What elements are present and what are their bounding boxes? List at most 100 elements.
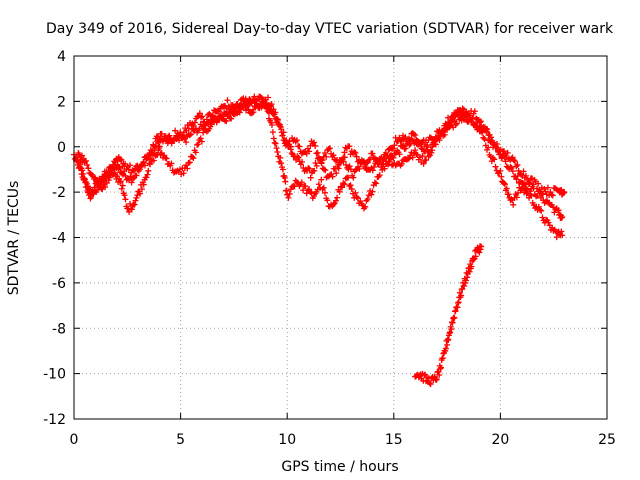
data-point (364, 159, 371, 166)
data-point (451, 314, 458, 321)
data-point (85, 165, 92, 172)
data-point (294, 153, 301, 160)
data-point (131, 201, 138, 208)
data-point (145, 167, 152, 174)
data-point (551, 209, 558, 216)
data-point (549, 192, 556, 199)
data-point (502, 158, 509, 165)
data-point (325, 146, 332, 153)
data-point (503, 185, 510, 192)
data-point (148, 149, 155, 156)
data-point (426, 380, 433, 387)
data-point (224, 97, 231, 104)
data-point (276, 123, 283, 130)
data-point (509, 154, 516, 161)
data-point (334, 194, 341, 201)
data-point (536, 206, 543, 213)
data-point (424, 142, 431, 149)
data-point (447, 329, 454, 336)
x-tick-label: 10 (278, 432, 296, 448)
data-point (180, 170, 187, 177)
y-tick-label: -4 (52, 231, 66, 247)
data-point (548, 191, 555, 198)
data-point (497, 167, 504, 174)
data-point (195, 141, 202, 148)
data-point (396, 151, 403, 158)
data-point (329, 173, 336, 180)
data-point (468, 263, 475, 270)
data-point (122, 196, 129, 203)
data-point (78, 171, 85, 178)
data-point (342, 161, 349, 168)
data-point (209, 112, 216, 119)
data-point (387, 156, 394, 163)
data-point (491, 156, 498, 163)
data-point (277, 154, 284, 161)
data-point (487, 139, 494, 146)
data-marks (71, 93, 568, 388)
data-point (102, 184, 109, 191)
data-point (140, 159, 147, 166)
data-point (528, 192, 535, 199)
data-point (410, 131, 417, 138)
data-point (101, 171, 108, 178)
data-point (274, 149, 281, 156)
data-point (288, 150, 295, 157)
data-point (442, 345, 449, 352)
y-axis-title: SDTVAR / TECUs (6, 181, 22, 296)
data-point (379, 161, 386, 168)
data-point (492, 163, 499, 170)
data-point (402, 134, 409, 141)
data-point (442, 120, 449, 127)
data-point (352, 149, 359, 156)
x-tick-label: 5 (176, 432, 185, 448)
data-point (128, 206, 135, 213)
data-point (320, 184, 327, 191)
data-point (311, 139, 318, 146)
data-point (512, 158, 519, 165)
data-point (80, 176, 87, 183)
data-point (323, 153, 330, 160)
data-point (93, 180, 100, 187)
data-point (313, 162, 320, 169)
data-point (150, 157, 157, 164)
data-point (459, 105, 466, 112)
data-point (504, 149, 511, 156)
data-point (376, 172, 383, 179)
data-point (118, 157, 125, 164)
data-point (287, 143, 294, 150)
data-point (510, 157, 517, 164)
data-point (305, 164, 312, 171)
data-point (298, 179, 305, 186)
data-point (273, 145, 280, 152)
data-point (279, 166, 286, 173)
data-point (471, 108, 478, 115)
data-point (526, 179, 533, 186)
data-point (367, 156, 374, 163)
data-point (509, 168, 516, 175)
data-point (101, 181, 108, 188)
data-point (249, 109, 256, 116)
data-point (306, 148, 313, 155)
data-point (252, 97, 259, 104)
data-point (423, 156, 430, 163)
data-point (507, 163, 514, 170)
data-point (427, 134, 434, 141)
data-point (127, 162, 134, 169)
data-point (433, 376, 440, 383)
data-point (145, 154, 152, 161)
data-point (535, 180, 542, 187)
y-tick-label: -2 (52, 185, 66, 201)
data-point (482, 127, 489, 134)
data-point (400, 142, 407, 149)
data-point (332, 197, 339, 204)
data-point (324, 197, 331, 204)
data-point (81, 175, 88, 182)
data-point (268, 106, 275, 113)
data-point (154, 151, 161, 158)
data-point (278, 126, 285, 133)
data-point (311, 167, 318, 174)
data-point (322, 167, 329, 174)
data-point (279, 132, 286, 139)
data-point (380, 155, 387, 162)
